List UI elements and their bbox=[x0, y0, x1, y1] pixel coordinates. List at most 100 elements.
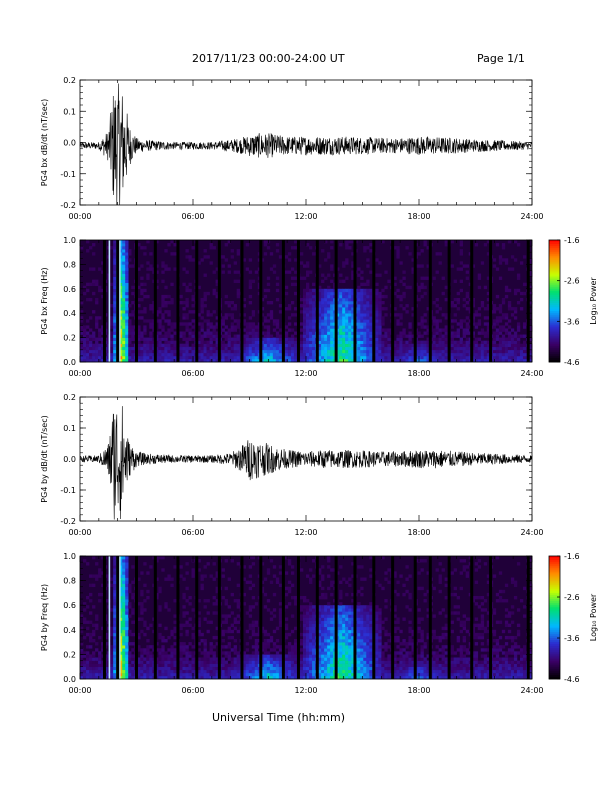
spectrogram-cell bbox=[119, 276, 123, 280]
spectrogram-cell bbox=[336, 675, 340, 680]
spectrogram-cell bbox=[200, 301, 204, 305]
spectrogram-cell bbox=[155, 313, 159, 317]
spectrogram-cell bbox=[306, 642, 310, 646]
spectrogram-cell bbox=[309, 635, 313, 640]
spectrogram-cell bbox=[131, 620, 135, 624]
spectrogram-cell bbox=[170, 352, 174, 357]
spectrogram-cell bbox=[140, 663, 144, 668]
spectrogram-cell bbox=[146, 571, 150, 575]
spectrogram-cell bbox=[290, 648, 295, 652]
spectrogram-cell bbox=[260, 663, 265, 668]
spectrogram-cell bbox=[504, 285, 509, 290]
spectrogram-cell bbox=[155, 672, 159, 677]
spectrogram-cell bbox=[342, 663, 346, 668]
spectrogram-cell bbox=[327, 666, 331, 671]
spectrogram-cell bbox=[164, 657, 168, 661]
spectrogram-cell bbox=[432, 316, 436, 320]
spectrogram-cell bbox=[224, 337, 228, 341]
spectrogram-cell bbox=[92, 334, 96, 338]
spectrogram-cell bbox=[245, 629, 250, 634]
spectrogram-cell bbox=[212, 355, 216, 360]
spectrogram-cell bbox=[474, 310, 479, 314]
spectrogram-cell bbox=[212, 349, 216, 354]
spectrogram-cell bbox=[227, 614, 231, 618]
spectrogram-cell bbox=[318, 648, 322, 652]
spectrogram-cell bbox=[360, 358, 364, 363]
spectrogram-cell bbox=[248, 349, 253, 354]
spectrogram-cell bbox=[98, 657, 102, 661]
data-gap-bar bbox=[195, 240, 199, 362]
spectrogram-cell bbox=[179, 632, 183, 637]
spectrogram-cell bbox=[348, 340, 352, 344]
spectrogram-cell bbox=[95, 337, 99, 341]
spectrogram-cell bbox=[330, 580, 334, 584]
spectrogram-cell bbox=[456, 349, 460, 354]
spectrogram-cell bbox=[363, 282, 367, 287]
spectrogram-cell bbox=[336, 654, 340, 658]
spectrogram-cell bbox=[215, 294, 219, 299]
spectrogram-cell bbox=[345, 355, 349, 360]
spectrogram-cell bbox=[128, 632, 132, 637]
spectrogram-cell bbox=[128, 642, 132, 646]
spectrogram-cell bbox=[245, 325, 250, 329]
spectrogram-cell bbox=[137, 304, 141, 308]
spectrogram-cell bbox=[290, 328, 295, 332]
spectrogram-cell bbox=[200, 657, 204, 661]
spectrogram-cell bbox=[254, 355, 259, 360]
spectrogram-cell bbox=[89, 349, 93, 354]
spectrogram-cell bbox=[351, 310, 355, 314]
spectrogram-cell bbox=[411, 355, 415, 360]
spectrogram-cell bbox=[164, 355, 168, 360]
spectrogram-cell bbox=[260, 669, 265, 674]
spectrogram-cell bbox=[242, 663, 247, 668]
spectrogram-cell bbox=[242, 258, 247, 262]
spectrogram-cell bbox=[125, 319, 129, 323]
spectrogram-cell bbox=[465, 358, 470, 363]
spectrogram-cell bbox=[375, 294, 379, 299]
spectrogram-cell bbox=[318, 319, 322, 323]
spectrogram-cell bbox=[137, 346, 141, 351]
spectrogram-cell bbox=[369, 313, 373, 317]
spectrogram-cell bbox=[131, 355, 135, 360]
spectrogram-cell bbox=[471, 264, 476, 268]
spectrogram-cell bbox=[197, 660, 201, 664]
spectrogram-cell bbox=[290, 340, 295, 344]
spectrogram-cell bbox=[327, 657, 331, 661]
spectrogram-cell bbox=[318, 626, 322, 631]
spectrogram-cell bbox=[119, 617, 123, 621]
spectrogram-cell bbox=[330, 669, 334, 674]
spectrogram-cell bbox=[119, 349, 123, 354]
spectrogram-cell bbox=[348, 307, 352, 311]
spectrogram-cell bbox=[248, 279, 253, 283]
colorbar-cell bbox=[549, 331, 560, 334]
spectrogram-cell bbox=[161, 660, 165, 664]
spectrogram-cell bbox=[284, 645, 289, 649]
spectrogram-cell bbox=[221, 355, 225, 360]
spectrogram-cell bbox=[149, 346, 153, 351]
spectrogram-cell bbox=[212, 358, 216, 363]
spectrogram-cell bbox=[113, 675, 117, 680]
spectrogram-cell bbox=[420, 249, 424, 253]
spectrogram-cell bbox=[113, 574, 117, 578]
spectrogram-cell bbox=[164, 626, 168, 631]
spectrogram-cell bbox=[459, 240, 463, 244]
spectrogram-cell bbox=[501, 316, 506, 320]
spectrogram-cell bbox=[125, 255, 129, 259]
spectrogram-cell bbox=[360, 331, 364, 335]
spectrogram-cell bbox=[351, 288, 355, 293]
spectrogram-cell bbox=[122, 267, 126, 271]
spectrogram-cell bbox=[351, 349, 355, 354]
spectrogram-cell bbox=[224, 355, 228, 360]
spectrogram-cell bbox=[302, 608, 307, 612]
spectrogram-cell bbox=[221, 675, 225, 680]
spectrogram-cell bbox=[98, 660, 102, 664]
spectrogram-cell bbox=[263, 340, 268, 344]
spectrogram-cell bbox=[342, 307, 346, 311]
spectrogram-cell bbox=[306, 343, 310, 348]
spectrogram-cell bbox=[80, 629, 84, 634]
spectrogram-cell bbox=[302, 331, 307, 335]
spectrogram-cell bbox=[113, 288, 117, 293]
spectrogram-cell bbox=[516, 337, 521, 341]
spectrogram-cell bbox=[248, 672, 253, 677]
